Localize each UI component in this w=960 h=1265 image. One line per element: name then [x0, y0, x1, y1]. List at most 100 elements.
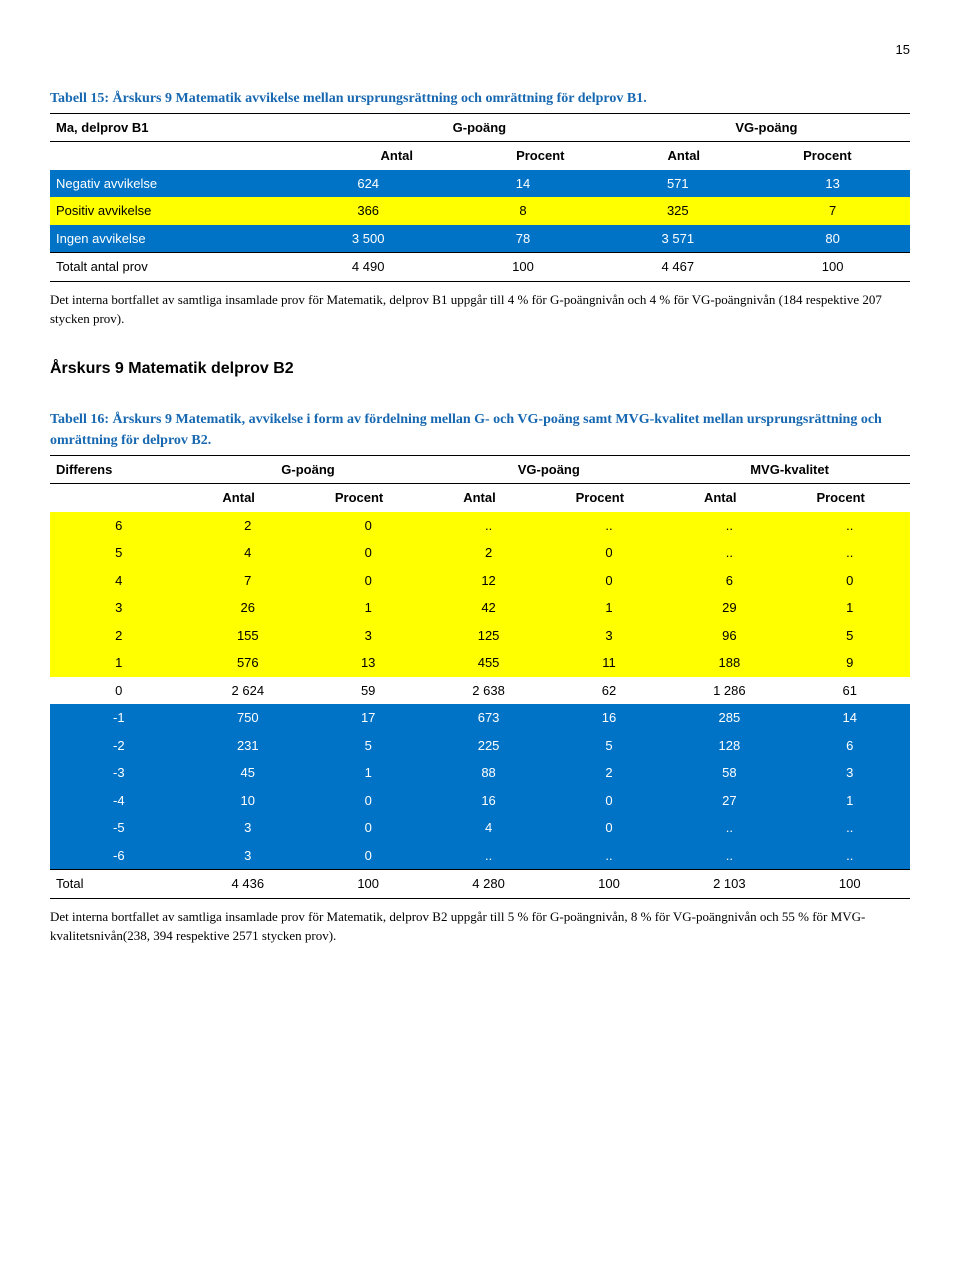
- table-cell: 2 624: [188, 677, 308, 705]
- table-cell: -2: [50, 732, 188, 760]
- table-cell: 8: [446, 197, 601, 225]
- table-cell: 155: [188, 622, 308, 650]
- table-row: -630........: [50, 842, 910, 870]
- table-cell: -4: [50, 787, 188, 815]
- table-cell: 26: [188, 594, 308, 622]
- table-cell: 3 500: [291, 225, 446, 253]
- table16-caption: Tabell 16: Årskurs 9 Matematik, avvikels…: [50, 409, 910, 451]
- table15-body: Negativ avvikelse6241457113Positiv avvik…: [50, 170, 910, 253]
- table15: Ma, delprov B1 G-poäng VG-poäng Antal Pr…: [50, 113, 910, 170]
- table-cell: ..: [790, 842, 910, 870]
- table-cell: 1: [549, 594, 669, 622]
- table16-sub-c1: Antal: [188, 484, 290, 512]
- table-cell: 188: [669, 649, 789, 677]
- table-row: Positiv avvikelse36683257: [50, 197, 910, 225]
- table-cell: 4: [50, 567, 188, 595]
- table-cell: 2 638: [428, 677, 548, 705]
- table-cell: 0: [308, 539, 428, 567]
- table-cell: 3: [790, 759, 910, 787]
- table-cell: 2: [188, 512, 308, 540]
- table-cell: 6: [669, 567, 789, 595]
- table-cell: -6: [50, 842, 188, 870]
- table16-total-c2: 100: [308, 870, 428, 899]
- table-cell: 13: [755, 170, 910, 198]
- table16-sub-c4: Procent: [531, 484, 670, 512]
- table-cell: 96: [669, 622, 789, 650]
- table-cell: 2: [50, 622, 188, 650]
- table-cell: 3: [308, 622, 428, 650]
- table15-total-c1: 4 490: [291, 253, 446, 282]
- table-cell: 125: [428, 622, 548, 650]
- table-cell: 1: [790, 787, 910, 815]
- table16-note: Det interna bortfallet av samtliga insam…: [50, 907, 910, 946]
- table-cell: 7: [188, 567, 308, 595]
- table-cell: 231: [188, 732, 308, 760]
- table16-total-label: Total: [50, 870, 188, 899]
- table15-header-row: Ma, delprov B1 G-poäng VG-poäng: [50, 113, 910, 142]
- table-cell: ..: [549, 512, 669, 540]
- table-row: 3261421291: [50, 594, 910, 622]
- table-cell: 11: [549, 649, 669, 677]
- table-cell: 6: [50, 512, 188, 540]
- table-cell: ..: [669, 512, 789, 540]
- table-row: -2231522551286: [50, 732, 910, 760]
- table16-sub-c5: Antal: [669, 484, 771, 512]
- table-cell: 2: [549, 759, 669, 787]
- table-cell: 45: [188, 759, 308, 787]
- table-cell: 750: [188, 704, 308, 732]
- table-row: -1750176731628514: [50, 704, 910, 732]
- table16-total-c6: 100: [790, 870, 910, 899]
- table15-total-c4: 100: [755, 253, 910, 282]
- table-cell: 1 286: [669, 677, 789, 705]
- table15-hdr-g: G-poäng: [336, 113, 623, 142]
- table-cell: Positiv avvikelse: [50, 197, 291, 225]
- table-cell: 0: [549, 567, 669, 595]
- table16-total-c4: 100: [549, 870, 669, 899]
- table-cell: 6: [790, 732, 910, 760]
- table-cell: 3: [50, 594, 188, 622]
- table16-sub-c6: Procent: [771, 484, 910, 512]
- table15-hdr-label: Ma, delprov B1: [50, 113, 336, 142]
- table-cell: 0: [549, 787, 669, 815]
- table-cell: 61: [790, 677, 910, 705]
- table15-sub-c3: Antal: [623, 142, 745, 170]
- table-cell: 14: [790, 704, 910, 732]
- table16-sub-c3: Antal: [428, 484, 530, 512]
- table-cell: Negativ avvikelse: [50, 170, 291, 198]
- table-cell: -5: [50, 814, 188, 842]
- table-cell: 571: [600, 170, 755, 198]
- table16-hdr-vg: VG-poäng: [428, 455, 669, 484]
- table16-hdr-g: G-poäng: [188, 455, 429, 484]
- table-cell: 0: [308, 567, 428, 595]
- table-cell: ..: [549, 842, 669, 870]
- table16: Differens G-poäng VG-poäng MVG-kvalitet …: [50, 455, 910, 512]
- table-cell: ..: [428, 512, 548, 540]
- table15-caption: Tabell 15: Årskurs 9 Matematik avvikelse…: [50, 88, 910, 109]
- table-row: Ingen avvikelse3 500783 57180: [50, 225, 910, 253]
- table-cell: 5: [549, 732, 669, 760]
- page-number: 15: [50, 40, 910, 60]
- table-cell: ..: [669, 814, 789, 842]
- table-cell: 1: [308, 759, 428, 787]
- table-cell: 2: [428, 539, 548, 567]
- table-cell: 0: [308, 787, 428, 815]
- table-cell: 576: [188, 649, 308, 677]
- table-cell: 0: [308, 814, 428, 842]
- section-heading: Årskurs 9 Matematik delprov B2: [50, 357, 910, 381]
- table15-total-c3: 4 467: [600, 253, 755, 282]
- table15-subheader-row: Antal Procent Antal Procent: [50, 142, 910, 170]
- table-cell: 1: [790, 594, 910, 622]
- table16-subheader-row: Antal Procent Antal Procent Antal Procen…: [50, 484, 910, 512]
- table-row: 47012060: [50, 567, 910, 595]
- table-cell: 10: [188, 787, 308, 815]
- table-cell: 1: [50, 649, 188, 677]
- table-row: -3451882583: [50, 759, 910, 787]
- table-cell: 58: [669, 759, 789, 787]
- table-row: 54020....: [50, 539, 910, 567]
- table15-sub-blank: [50, 142, 336, 170]
- table-cell: 0: [308, 842, 428, 870]
- table-cell: 16: [428, 787, 548, 815]
- table-cell: 5: [308, 732, 428, 760]
- table15-note: Det interna bortfallet av samtliga insam…: [50, 290, 910, 329]
- table-cell: 366: [291, 197, 446, 225]
